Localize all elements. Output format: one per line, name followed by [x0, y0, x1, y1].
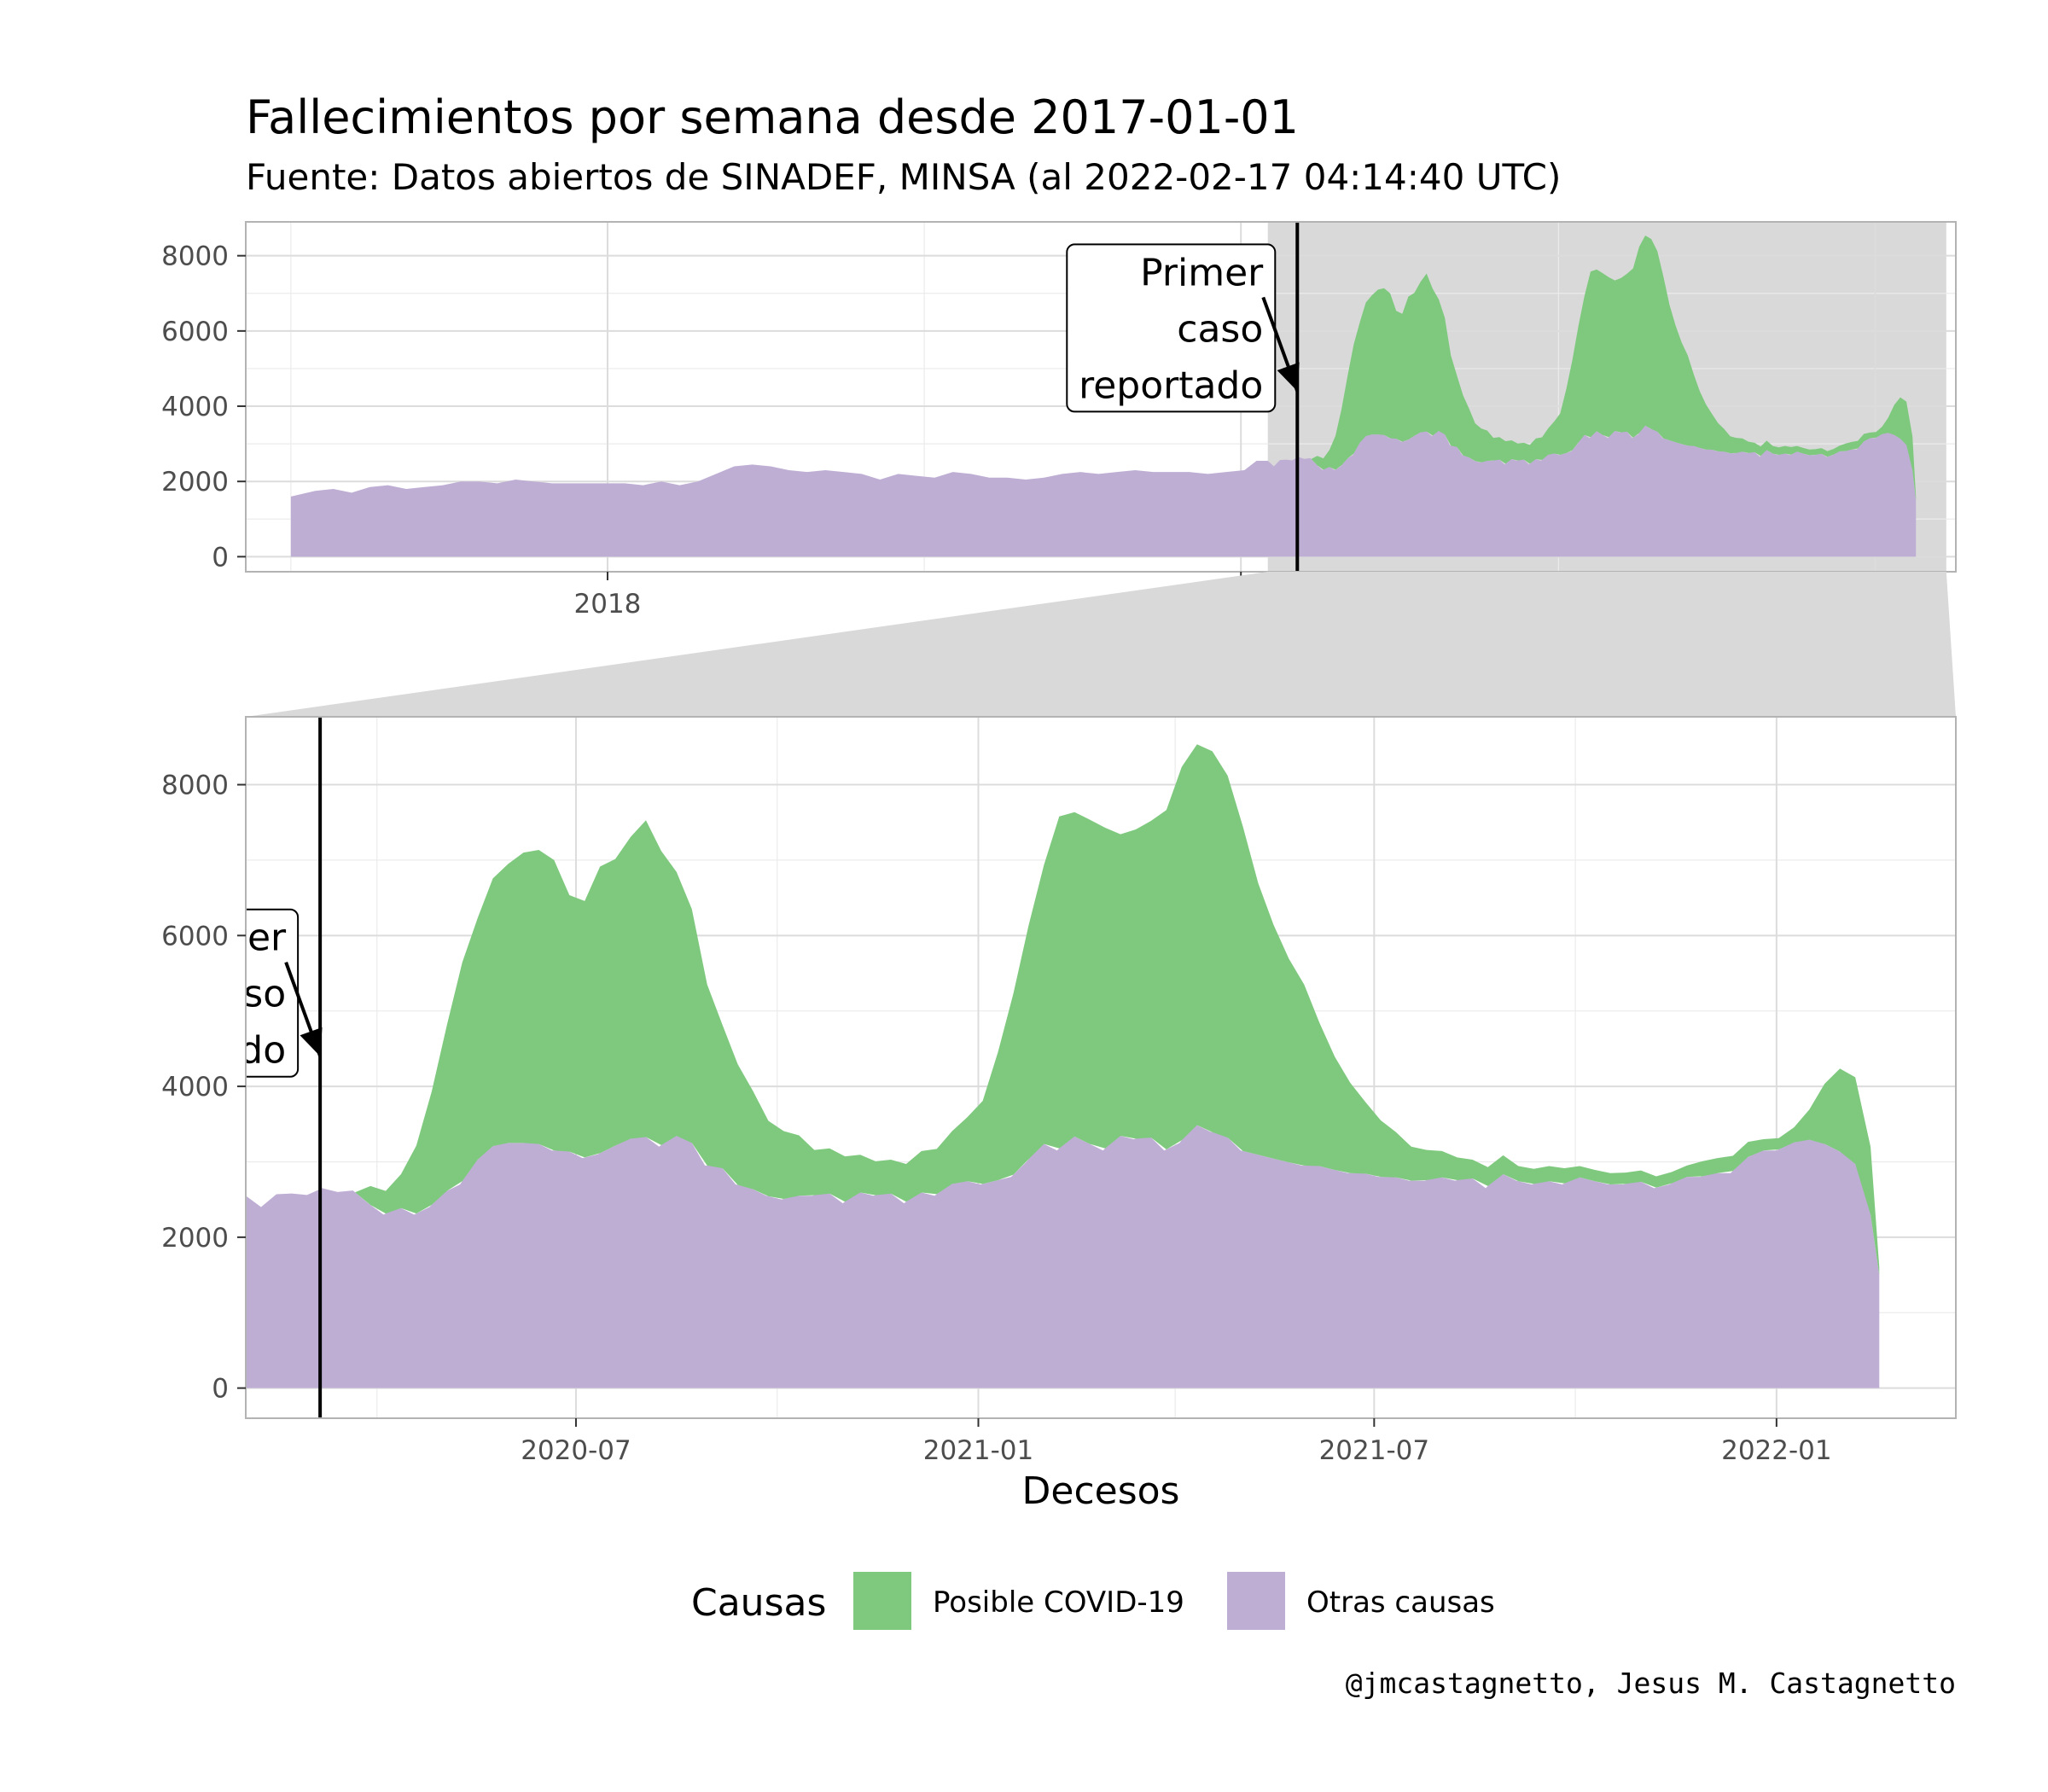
annotation-text: Primer: [163, 916, 287, 960]
y-tick-label: 8000: [161, 771, 229, 801]
y-tick-label: 4000: [161, 392, 229, 422]
legend-key-otras-causas: [1227, 1572, 1285, 1630]
annotation-text: reportado: [102, 1029, 286, 1073]
detail-frame: [245, 716, 1957, 1419]
overview-frame: [245, 221, 1957, 573]
y-tick-label: 6000: [161, 317, 229, 347]
y-tick-label: 4000: [161, 1072, 229, 1103]
overview-y-ticks: 0 2000 4000 6000 8000: [161, 241, 246, 573]
detail-x-ticks: 2020-07 2021-01 2021-07 2022-01: [521, 1418, 1832, 1466]
annotation-text: Primer: [1140, 251, 1264, 294]
x-tick-label: 2022-01: [1721, 1435, 1832, 1466]
y-tick-label: 2000: [161, 467, 229, 497]
chart-title: Fallecimientos por semana desde 2017-01-…: [246, 90, 1299, 144]
legend-title: Causas: [691, 1581, 826, 1625]
y-tick-label: 0: [212, 1374, 229, 1405]
area-otras-causas: [246, 1124, 1880, 1388]
y-tick-label: 8000: [161, 241, 229, 272]
first-case-annotation: Primer caso reportado: [1066, 243, 1300, 413]
overview-areas: [290, 236, 1917, 557]
x-tick-label: 2021-01: [923, 1435, 1034, 1466]
area-posible-covid: [355, 744, 1880, 1276]
area-posible-covid: [1311, 236, 1917, 501]
area-otras-causas: [290, 425, 1917, 557]
annotation-arrow-head: [1277, 362, 1300, 392]
y-tick-label: 2000: [161, 1223, 229, 1254]
y-tick-label: 0: [212, 542, 229, 573]
x-tick-label: 2021-07: [1319, 1435, 1430, 1466]
legend-key-posible-covid: [853, 1572, 911, 1630]
x-axis-label: Decesos: [1022, 1469, 1180, 1513]
legend-label-otras-causas: Otras causas: [1306, 1585, 1495, 1620]
detail-areas: [246, 744, 1880, 1388]
x-tick-label: 2018: [574, 589, 642, 620]
caption: @jmcastagnetto, Jesus M. Castagnetto: [1346, 1667, 1956, 1700]
legend-label-posible-covid: Posible COVID-19: [933, 1585, 1184, 1620]
zoom-connector: [246, 572, 1956, 717]
annotation-text: caso: [1177, 307, 1263, 351]
annotation-text: caso: [200, 973, 286, 1016]
detail-panel: Primer caso reportado 0 2000 4000 6000 8000 20…: [102, 716, 1957, 1466]
annotation-text: reportado: [1079, 364, 1263, 407]
x-tick-label: 2020-07: [521, 1435, 631, 1466]
detail-y-ticks: 0 2000 4000 6000 8000: [161, 771, 246, 1405]
chart-subtitle: Fuente: Datos abiertos de SINADEF, MINSA…: [246, 156, 1561, 198]
annotation-arrow-head: [300, 1027, 323, 1056]
legend: Causas Posible COVID-19 Otras causas: [691, 1572, 1495, 1630]
y-tick-label: 6000: [161, 921, 229, 951]
first-case-annotation-detail: Primer caso reportado: [102, 908, 323, 1078]
